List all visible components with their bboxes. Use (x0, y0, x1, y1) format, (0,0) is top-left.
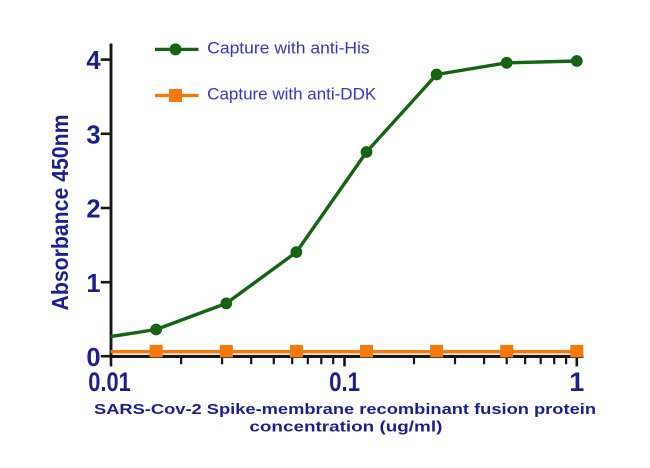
svg-text:1: 1 (569, 367, 584, 397)
svg-text:2: 2 (86, 196, 100, 224)
svg-text:1: 1 (86, 270, 100, 298)
svg-text:Capture with anti-His: Capture with anti-His (207, 40, 370, 58)
svg-text:Capture with anti-DDK: Capture with anti-DDK (207, 86, 376, 104)
svg-text:0.01: 0.01 (88, 367, 131, 397)
svg-text:concentration (ug/ml): concentration (ug/ml) (249, 420, 442, 436)
svg-text:3: 3 (86, 121, 100, 149)
svg-text:Absorbance 450nm: Absorbance 450nm (47, 115, 73, 311)
svg-text:0.1: 0.1 (329, 367, 360, 397)
svg-text:4: 4 (86, 47, 101, 75)
svg-text:SARS-Cov-2 Spike-membrane reco: SARS-Cov-2 Spike-membrane recombinant fu… (94, 402, 596, 418)
svg-text:0: 0 (86, 344, 100, 372)
